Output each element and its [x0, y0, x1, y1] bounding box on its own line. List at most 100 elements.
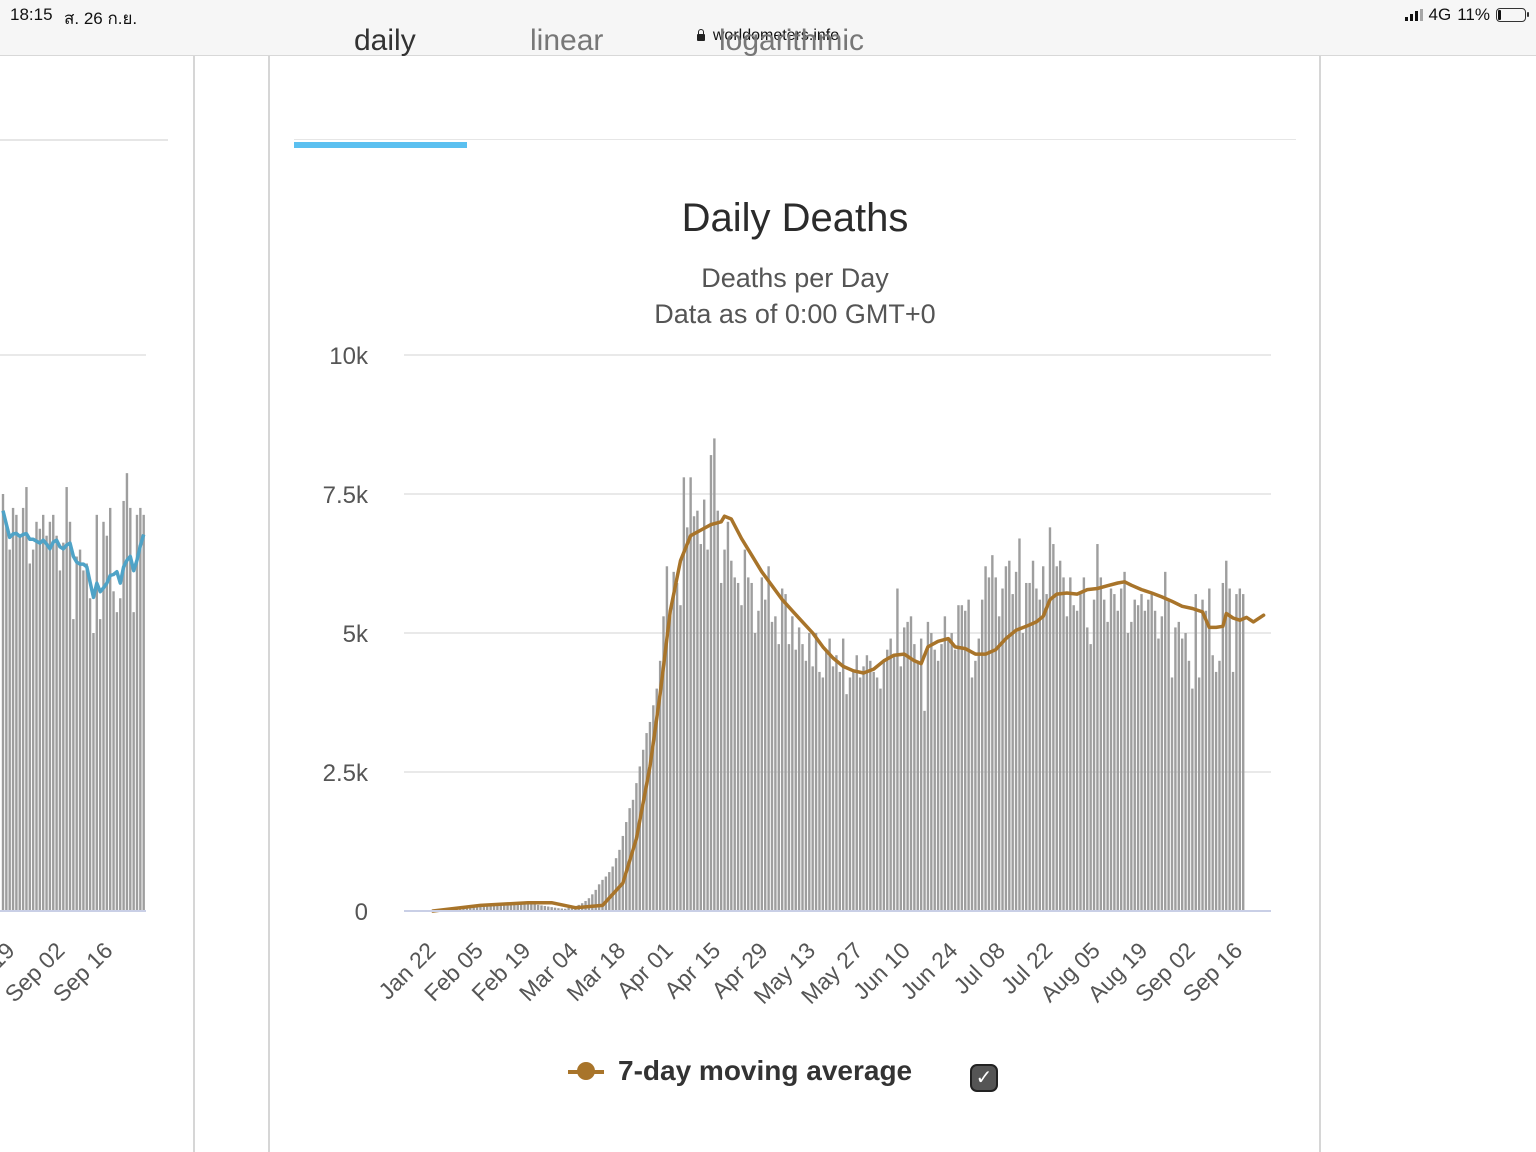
- daily-bar: [804, 660, 808, 911]
- left-bar: [18, 535, 21, 911]
- daily-bar: [1201, 599, 1204, 911]
- daily-bar: [502, 903, 506, 911]
- daily-bar: [716, 510, 719, 911]
- daily-bar: [591, 894, 594, 911]
- daily-bar: [886, 649, 889, 911]
- address-bar[interactable]: worldometers.info: [0, 27, 1536, 45]
- status-date: ส. 26 ก.ย.: [64, 9, 138, 28]
- daily-bar: [1086, 627, 1089, 911]
- battery-percent: 11%: [1457, 5, 1490, 24]
- daily-bar: [1228, 588, 1231, 911]
- tab-daily[interactable]: daily: [354, 24, 416, 57]
- daily-bar: [997, 616, 1001, 911]
- daily-bar: [1204, 610, 1208, 911]
- daily-bar: [903, 627, 906, 911]
- left-bar: [65, 487, 68, 911]
- daily-bar: [892, 655, 896, 911]
- daily-bar: [1103, 599, 1106, 911]
- left-bar: [62, 542, 65, 911]
- daily-bar: [869, 660, 872, 911]
- daily-bar: [835, 655, 838, 911]
- daily-bar: [1058, 560, 1062, 911]
- daily-bar: [1116, 610, 1119, 911]
- daily-bar: [957, 605, 960, 911]
- daily-bar: [1021, 633, 1025, 911]
- daily-bar: [686, 527, 689, 911]
- daily-bar: [733, 577, 736, 911]
- left-bar: [92, 633, 95, 911]
- daily-bar: [872, 671, 875, 911]
- chart-subtitle: Deaths per Day Data as of 0:00 GMT+0: [520, 260, 1070, 332]
- daily-bar: [533, 904, 536, 911]
- daily-bar: [1133, 599, 1136, 911]
- daily-bar: [1157, 638, 1160, 911]
- daily-bar: [648, 721, 652, 911]
- daily-bar: [916, 660, 919, 911]
- left-bar: [75, 556, 78, 911]
- daily-bar: [1143, 610, 1147, 911]
- x-tick-label: Jul 08: [948, 937, 1010, 999]
- daily-bar: [519, 902, 523, 911]
- daily-bar: [1242, 594, 1245, 911]
- daily-bar: [984, 566, 987, 911]
- daily-bar: [679, 605, 682, 911]
- tab-linear[interactable]: linear: [530, 24, 604, 57]
- daily-bar: [1194, 594, 1197, 911]
- daily-bar: [899, 666, 903, 911]
- daily-bar: [1001, 588, 1004, 911]
- daily-bar: [1150, 594, 1153, 911]
- daily-bar: [974, 660, 977, 911]
- daily-bar: [950, 633, 953, 911]
- legend-marker-icon: [566, 1061, 606, 1081]
- tab-logarithmic[interactable]: logarithmic: [719, 24, 865, 57]
- url-text: worldometers.info: [712, 27, 840, 44]
- left-bar: [125, 473, 129, 911]
- daily-bar: [1214, 671, 1218, 911]
- legend-checkbox-icon[interactable]: ✓: [970, 1064, 998, 1092]
- daily-bar: [492, 904, 496, 911]
- daily-bar: [987, 577, 991, 911]
- left-bar: [38, 528, 42, 911]
- daily-bar: [1048, 527, 1052, 911]
- daily-bar: [1180, 638, 1184, 911]
- daily-bar: [475, 906, 479, 911]
- daily-bar: [496, 904, 499, 911]
- daily-bar: [594, 889, 597, 911]
- daily-bar: [1187, 660, 1191, 911]
- daily-bar: [1011, 594, 1014, 911]
- daily-bar: [669, 610, 672, 911]
- daily-bar: [1136, 605, 1140, 911]
- daily-bar: [1028, 582, 1031, 911]
- legend-item-moving-average[interactable]: 7-day moving average: [566, 1055, 912, 1087]
- daily-bar: [801, 644, 804, 911]
- daily-bar: [767, 566, 770, 911]
- daily-bar: [1079, 594, 1082, 911]
- daily-bar: [1208, 588, 1211, 911]
- daily-bar: [662, 616, 665, 911]
- left-bar: [5, 521, 8, 911]
- left-bar: [48, 521, 52, 911]
- daily-bar: [882, 660, 886, 911]
- daily-bar: [709, 455, 713, 911]
- daily-bar: [1167, 599, 1170, 911]
- daily-bar: [570, 907, 574, 911]
- daily-bar: [784, 594, 787, 911]
- daily-bar: [994, 577, 997, 911]
- daily-bar: [1055, 566, 1058, 911]
- daily-bar: [791, 616, 794, 911]
- battery-icon: [1496, 8, 1529, 22]
- daily-bar: [1069, 577, 1072, 911]
- legend-label: 7-day moving average: [618, 1055, 913, 1086]
- daily-bar: [821, 677, 825, 911]
- daily-bar: [645, 733, 648, 911]
- daily-bar: [655, 688, 658, 911]
- status-time: 18:15: [10, 5, 53, 24]
- daily-bar: [814, 633, 818, 911]
- daily-bar: [489, 904, 492, 911]
- daily-bar: [828, 638, 831, 911]
- left-bar: [55, 535, 58, 911]
- left-bar: [95, 514, 98, 911]
- left-bar: [21, 507, 25, 911]
- daily-bar: [858, 677, 862, 911]
